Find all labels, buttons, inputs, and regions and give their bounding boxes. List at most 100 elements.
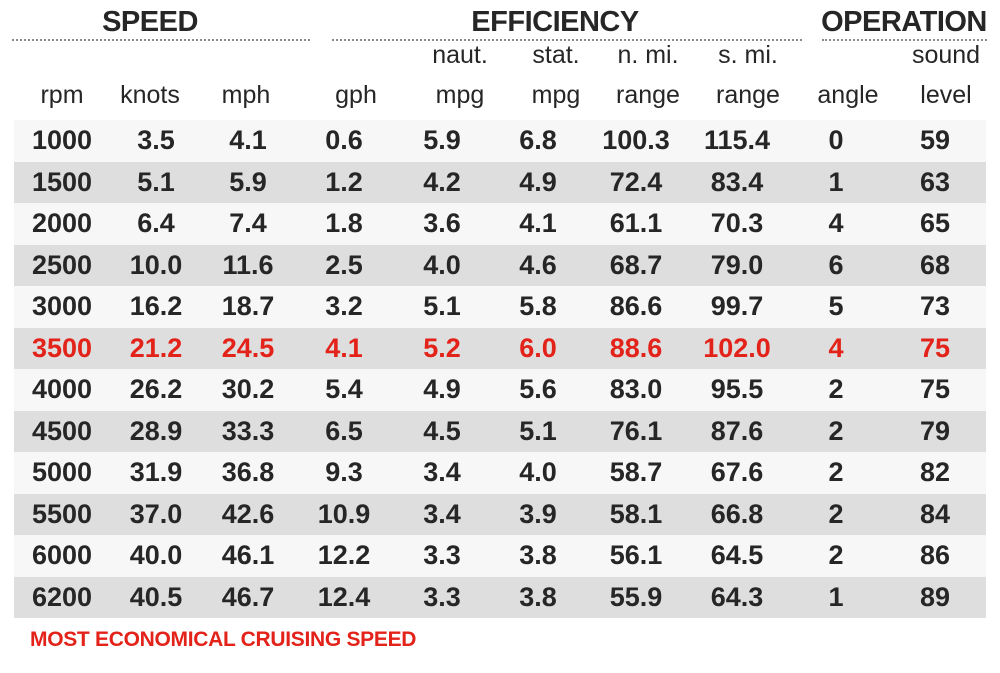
table-cell-sound-level: 79 [884,410,986,452]
table-cell-naut-mpg: 5.1 [394,286,490,328]
table-cell-rpm: 4000 [14,369,110,411]
column-header-stat-mpg-top: stat. [532,41,580,69]
table-cell-naut-mpg: 4.5 [394,410,490,452]
table-cell-gph: 1.2 [294,161,394,203]
table-cell-gph: 6.5 [294,410,394,452]
group-title-efficiency: EFFICIENCY [471,6,639,38]
table-cell-angle: 1 [788,576,884,618]
table-cell-gph: 2.5 [294,244,394,286]
table-cell-n-mi-range: 86.6 [586,286,686,328]
table-cell-knots: 40.5 [110,576,202,618]
table-cell-n-mi-range: 100.3 [586,120,686,162]
table-row: 2000 6.4 7.4 1.8 3.6 4.1 61.1 70.3 4 65 [14,203,986,245]
table-cell-knots: 10.0 [110,244,202,286]
table-cell-naut-mpg: 4.2 [394,161,490,203]
table-cell-s-mi-range: 67.6 [686,452,788,494]
table-cell-naut-mpg: 5.2 [394,327,490,369]
table-cell-angle: 1 [788,161,884,203]
table-cell-stat-mpg: 5.1 [490,410,586,452]
table-cell-s-mi-range: 64.3 [686,576,788,618]
table-cell-stat-mpg: 6.8 [490,120,586,162]
table-cell-knots: 37.0 [110,493,202,535]
table-cell-n-mi-range: 76.1 [586,410,686,452]
table-cell-sound-level: 84 [884,493,986,535]
table-cell-angle: 2 [788,410,884,452]
table-cell-knots: 28.9 [110,410,202,452]
table-cell-rpm: 1000 [14,120,110,162]
table-cell-stat-mpg: 3.9 [490,493,586,535]
table-cell-sound-level: 89 [884,576,986,618]
table-cell-mph: 18.7 [202,286,294,328]
table-cell-mph: 46.1 [202,535,294,577]
table-cell-n-mi-range: 68.7 [586,244,686,286]
table-row: 6000 40.0 46.1 12.2 3.3 3.8 56.1 64.5 2 86 [14,535,986,577]
table-cell-mph: 46.7 [202,576,294,618]
table-cell-mph: 7.4 [202,203,294,245]
table-cell-mph: 4.1 [202,120,294,162]
table-cell-naut-mpg: 3.3 [394,576,490,618]
table-cell-angle: 4 [788,203,884,245]
table-row: 3000 16.2 18.7 3.2 5.1 5.8 86.6 99.7 5 73 [14,286,986,328]
table-cell-stat-mpg: 4.9 [490,161,586,203]
table-cell-mph: 30.2 [202,369,294,411]
table-cell-n-mi-range: 58.1 [586,493,686,535]
table-cell-rpm: 2500 [14,244,110,286]
table-cell-rpm: 1500 [14,161,110,203]
table-row: 2500 10.0 11.6 2.5 4.0 4.6 68.7 79.0 6 68 [14,244,986,286]
table-cell-s-mi-range: 95.5 [686,369,788,411]
table-cell-knots: 31.9 [110,452,202,494]
table-cell-sound-level: 65 [884,203,986,245]
table-cell-knots: 16.2 [110,286,202,328]
column-header-n-mi-range-top: n. mi. [617,41,679,69]
table-cell-sound-level: 59 [884,120,986,162]
table-cell-stat-mpg: 4.6 [490,244,586,286]
table-cell-s-mi-range: 66.8 [686,493,788,535]
column-header-s-mi-range-top: s. mi. [718,41,778,69]
table-cell-mph: 5.9 [202,161,294,203]
table-cell-gph: 12.4 [294,576,394,618]
table-row: 1500 5.1 5.9 1.2 4.2 4.9 72.4 83.4 1 63 [14,161,986,203]
table-row: 5500 37.0 42.6 10.9 3.4 3.9 58.1 66.8 2 84 [14,493,986,535]
table-cell-naut-mpg: 3.3 [394,535,490,577]
table-cell-rpm: 4500 [14,410,110,452]
table-cell-angle: 5 [788,286,884,328]
table-cell-s-mi-range: 99.7 [686,286,788,328]
table-cell-gph: 9.3 [294,452,394,494]
table-cell-knots: 26.2 [110,369,202,411]
table-cell-stat-mpg: 3.8 [490,576,586,618]
table-cell-angle: 2 [788,493,884,535]
table-cell-rpm: 2000 [14,203,110,245]
table-cell-s-mi-range: 83.4 [686,161,788,203]
table-cell-naut-mpg: 3.4 [394,452,490,494]
table-cell-angle: 2 [788,452,884,494]
table-row: 6200 40.5 46.7 12.4 3.3 3.8 55.9 64.3 1 89 [14,576,986,618]
table-cell-gph: 4.1 [294,327,394,369]
table-cell-stat-mpg: 4.1 [490,203,586,245]
table-row: 5000 31.9 36.8 9.3 3.4 4.0 58.7 67.6 2 82 [14,452,986,494]
table-cell-naut-mpg: 4.0 [394,244,490,286]
table-cell-s-mi-range: 102.0 [686,327,788,369]
table-cell-rpm: 5000 [14,452,110,494]
group-title-operation: OPERATION [821,6,987,38]
column-header-s-mi-range-bottom: range [716,81,780,109]
column-header-sound-level-top: sound [911,41,981,69]
column-header-angle-bottom: angle [817,81,879,109]
table-row: 4000 26.2 30.2 5.4 4.9 5.6 83.0 95.5 2 75 [14,369,986,411]
table-cell-knots: 3.5 [110,120,202,162]
table-cell-n-mi-range: 72.4 [586,161,686,203]
table-cell-rpm: 3000 [14,286,110,328]
table-cell-sound-level: 75 [884,369,986,411]
footnote-economical-speed: MOST ECONOMICAL CRUISING SPEED [30,628,417,651]
table-cell-n-mi-range: 58.7 [586,452,686,494]
table-cell-s-mi-range: 64.5 [686,535,788,577]
table-cell-s-mi-range: 115.4 [686,120,788,162]
table-cell-angle: 0 [788,120,884,162]
table-cell-n-mi-range: 61.1 [586,203,686,245]
column-header-rpm-bottom: rpm [40,81,84,109]
table-cell-mph: 11.6 [202,244,294,286]
table-cell-mph: 33.3 [202,410,294,452]
table-cell-n-mi-range: 55.9 [586,576,686,618]
column-header-gph-bottom: gph [335,81,377,109]
table-cell-stat-mpg: 6.0 [490,327,586,369]
table-cell-rpm: 3500 [14,327,110,369]
